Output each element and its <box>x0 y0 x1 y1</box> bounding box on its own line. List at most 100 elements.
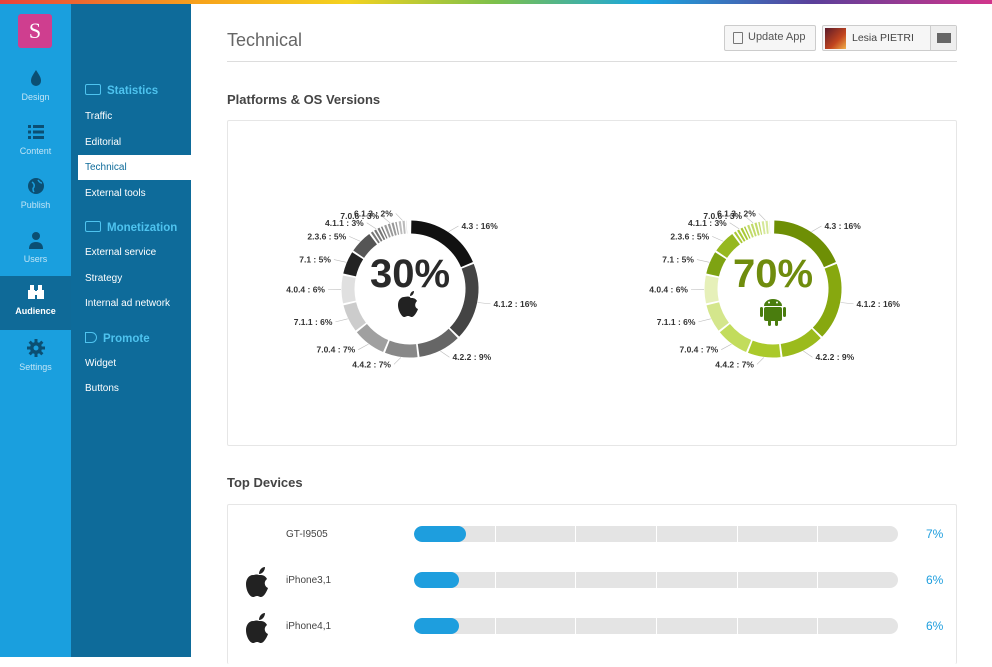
device-bar-track <box>414 572 898 588</box>
donut-label: 4.3 : 16% <box>461 221 498 231</box>
rail-item-audience[interactable]: Audience <box>0 276 71 330</box>
label-leader-line <box>712 236 723 241</box>
nav-technical[interactable]: Technical <box>78 155 191 180</box>
avatar <box>825 28 846 49</box>
update-app-label: Update App <box>748 31 806 43</box>
nav-external-service[interactable]: External service <box>85 247 156 258</box>
bar-gridline <box>495 572 496 588</box>
label-leader-line <box>478 303 491 304</box>
device-bar-fill <box>414 526 466 542</box>
label-leader-line <box>721 344 731 350</box>
donut-segment <box>738 232 748 238</box>
platforms-card: 4.3 : 16% 4.1.2 : 16% 4.2.2 : 9% 4.4.2 : 7%… <box>227 120 957 446</box>
donut-label: 7.0.4 : 7% <box>316 345 355 355</box>
rail-item-design[interactable]: Design <box>0 62 71 116</box>
rail-label: Users <box>24 254 48 264</box>
donut-segment <box>400 227 407 228</box>
donut-label: 4.2.2 : 9% <box>452 352 491 362</box>
donut-segment <box>711 277 712 302</box>
label-leader-line <box>349 236 360 241</box>
drop-icon <box>26 68 46 88</box>
label-leader-line <box>440 351 449 357</box>
ios-share-label: 30% <box>370 252 450 296</box>
device-percent: 6% <box>926 619 943 633</box>
donut-label: 4.4.2 : 7% <box>352 359 391 369</box>
donut-segment <box>782 333 817 350</box>
donut-segment <box>455 266 472 332</box>
bar-gridline <box>575 572 576 588</box>
donut-label: 4.2.2 : 9% <box>815 352 854 362</box>
nav-internal-ad-network[interactable]: Internal ad network <box>85 298 170 309</box>
donut-label: 7.1 : 5% <box>662 255 694 265</box>
bar-gridline <box>656 572 657 588</box>
gear-icon <box>26 338 46 358</box>
nav-traffic[interactable]: Traffic <box>85 111 112 122</box>
nav-strategy[interactable]: Strategy <box>85 273 122 284</box>
label-leader-line <box>367 223 376 229</box>
donut-label: 4.4.2 : 7% <box>715 359 754 369</box>
bar-chart-icon <box>85 84 101 95</box>
main-rail: S Design Content Publish Users Audience … <box>0 4 71 657</box>
nav-widget[interactable]: Widget <box>85 358 116 369</box>
messages-button[interactable] <box>930 26 956 50</box>
list-icon <box>26 122 46 142</box>
label-leader-line <box>697 260 709 263</box>
donut-label: 6.1.3 : 2% <box>717 208 756 218</box>
bar-gridline <box>495 618 496 634</box>
sub-navigation: Statistics Traffic Editorial Technical E… <box>71 4 191 657</box>
donut-segment <box>763 227 770 228</box>
bar-gridline <box>656 526 657 542</box>
rail-label: Audience <box>15 306 56 316</box>
user-name: Lesia PIETRI <box>852 32 914 44</box>
rail-label: Settings <box>19 362 52 372</box>
globe-icon <box>26 176 46 196</box>
label-leader-line <box>394 357 401 364</box>
device-bar-track <box>414 526 898 542</box>
donut-label: 7.1 : 5% <box>299 255 331 265</box>
android-share-label: 70% <box>733 252 813 296</box>
section-title: Statistics <box>107 85 158 97</box>
rail-item-content[interactable]: Content <box>0 116 71 170</box>
donut-segment <box>419 333 454 350</box>
device-percent: 6% <box>926 573 943 587</box>
label-leader-line <box>449 226 459 232</box>
platforms-chart: 4.3 : 16% 4.1.2 : 16% 4.2.2 : 9% 4.4.2 : 7%… <box>228 121 958 447</box>
update-app-button[interactable]: Update App <box>724 25 816 51</box>
device-row: iPhone3,1 6% <box>228 575 958 621</box>
device-percent: 7% <box>926 527 943 541</box>
label-leader-line <box>730 223 739 229</box>
donut-segment <box>725 328 749 346</box>
header-divider <box>227 61 957 62</box>
user-menu[interactable]: Lesia PIETRI <box>822 25 957 51</box>
app-logo[interactable]: S <box>18 14 52 48</box>
donut-label: 4.0.4 : 6% <box>649 285 688 295</box>
device-bar-fill <box>414 618 459 634</box>
donut-segment <box>713 256 721 275</box>
donut-label: 4.3 : 16% <box>824 221 861 231</box>
donut-segment <box>387 347 416 351</box>
donut-segment <box>350 304 361 327</box>
envelope-icon <box>937 33 951 43</box>
bar-gridline <box>656 618 657 634</box>
donut-label: 4.1.2 : 16% <box>494 299 538 309</box>
section-promote: Promote <box>85 332 150 345</box>
rail-item-settings[interactable]: Settings <box>0 332 71 386</box>
bar-gridline <box>737 618 738 634</box>
donut-segment <box>362 328 386 346</box>
devices-card: GT-I9505 7% iPhone3,1 6% iPhone4,1 6% <box>227 504 957 664</box>
rail-item-users[interactable]: Users <box>0 224 71 278</box>
rail-item-publish[interactable]: Publish <box>0 170 71 224</box>
donut-segment <box>350 256 358 275</box>
platforms-title: Platforms & OS Versions <box>227 92 380 107</box>
donut-segment <box>750 347 779 351</box>
nav-buttons[interactable]: Buttons <box>85 383 119 394</box>
page-title: Technical <box>227 30 302 51</box>
nav-external-tools[interactable]: External tools <box>85 188 146 199</box>
donut-segment <box>713 304 724 327</box>
bar-gridline <box>495 526 496 542</box>
nav-editorial[interactable]: Editorial <box>85 137 121 148</box>
rail-label: Publish <box>21 200 51 210</box>
section-statistics: Statistics <box>85 84 158 97</box>
bar-gridline <box>737 526 738 542</box>
donut-label: 7.1.1 : 6% <box>294 317 333 327</box>
